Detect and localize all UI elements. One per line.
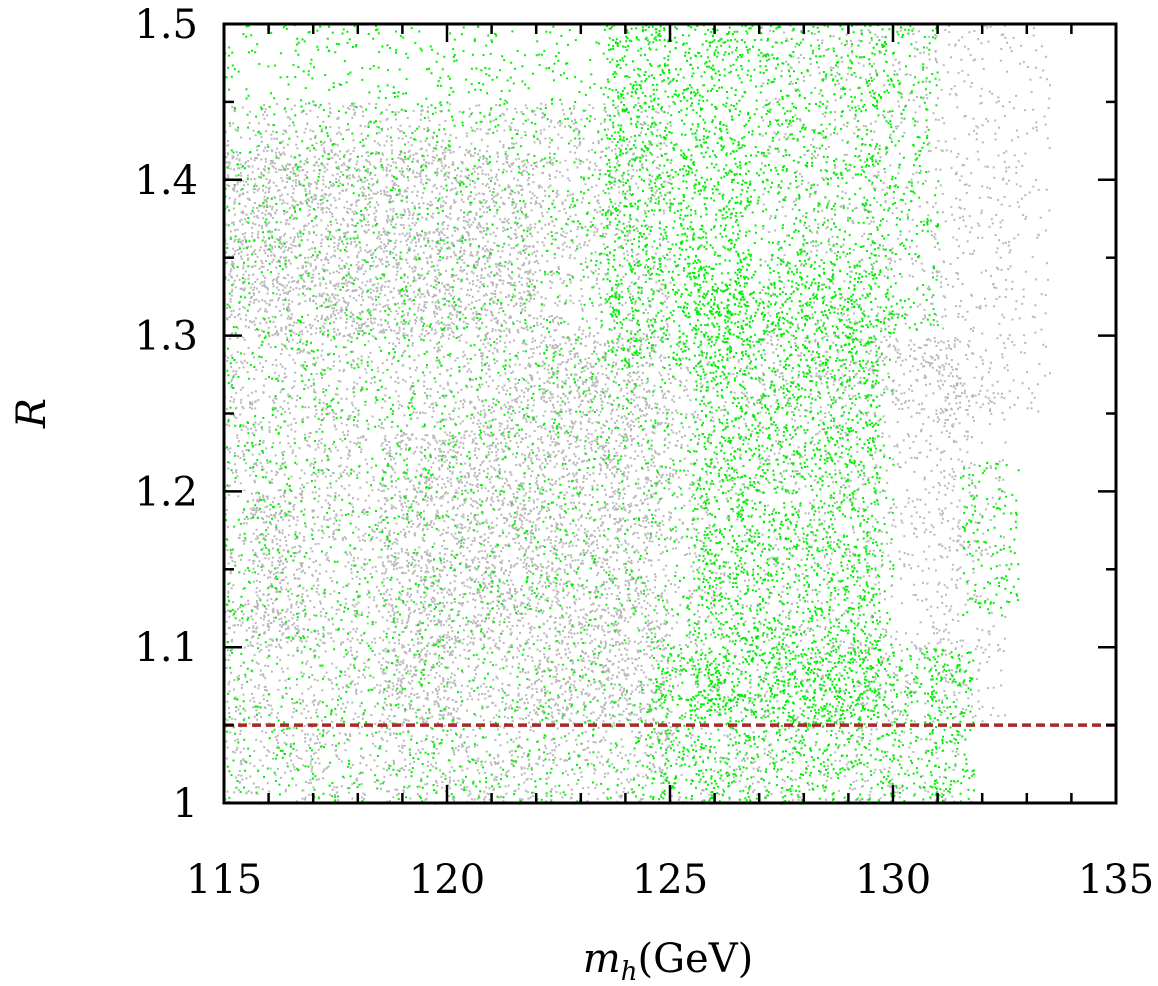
x-axis-label: mh(GeV) <box>583 936 753 986</box>
y-tick-label: 1.1 <box>134 625 198 671</box>
y-tick-label: 1.2 <box>134 469 198 515</box>
x-tick-label: 130 <box>855 857 931 903</box>
y-tick-label: 1 <box>173 781 198 827</box>
series-1-region-6 <box>759 24 940 338</box>
series-0-region-1 <box>224 148 539 338</box>
y-tick-label: 1.4 <box>134 158 198 204</box>
x-axis-label-var: m <box>583 936 621 982</box>
series-0-region-0 <box>224 102 672 805</box>
x-tick-label: 115 <box>186 857 262 903</box>
series-0-region-8 <box>937 340 1007 727</box>
series-0-region-6 <box>647 335 962 805</box>
series-0-region-4 <box>460 398 525 650</box>
x-tick-label: 125 <box>632 857 708 903</box>
x-tick-labels: 115 120 125 130 135 <box>186 857 1154 903</box>
series-1-region-1 <box>603 24 753 368</box>
series-0-region-7 <box>759 24 1051 416</box>
series-0-region-3 <box>380 431 463 727</box>
series-1-region-0 <box>224 24 896 805</box>
x-tick-label: 135 <box>1078 857 1154 903</box>
x-axis-label-sub: h <box>621 957 638 986</box>
series-1-region-2 <box>692 258 882 727</box>
series-0-region-2 <box>251 491 306 649</box>
series-1-region-5 <box>960 461 1020 617</box>
y-axis-label: R <box>9 398 55 429</box>
y-tick-label: 1.5 <box>134 2 198 48</box>
axis-ticks <box>222 22 1118 805</box>
y-tick-labels: 1 1.1 1.2 1.3 1.4 1.5 <box>134 2 198 827</box>
x-tick-label: 120 <box>409 857 485 903</box>
series-0-points <box>224 24 1051 805</box>
series-1-points <box>224 24 1020 805</box>
scatter-points <box>224 24 1051 805</box>
y-tick-label: 1.3 <box>134 314 198 360</box>
series-0-region-5 <box>523 335 650 727</box>
x-axis-label-unit: (GeV) <box>637 936 753 982</box>
